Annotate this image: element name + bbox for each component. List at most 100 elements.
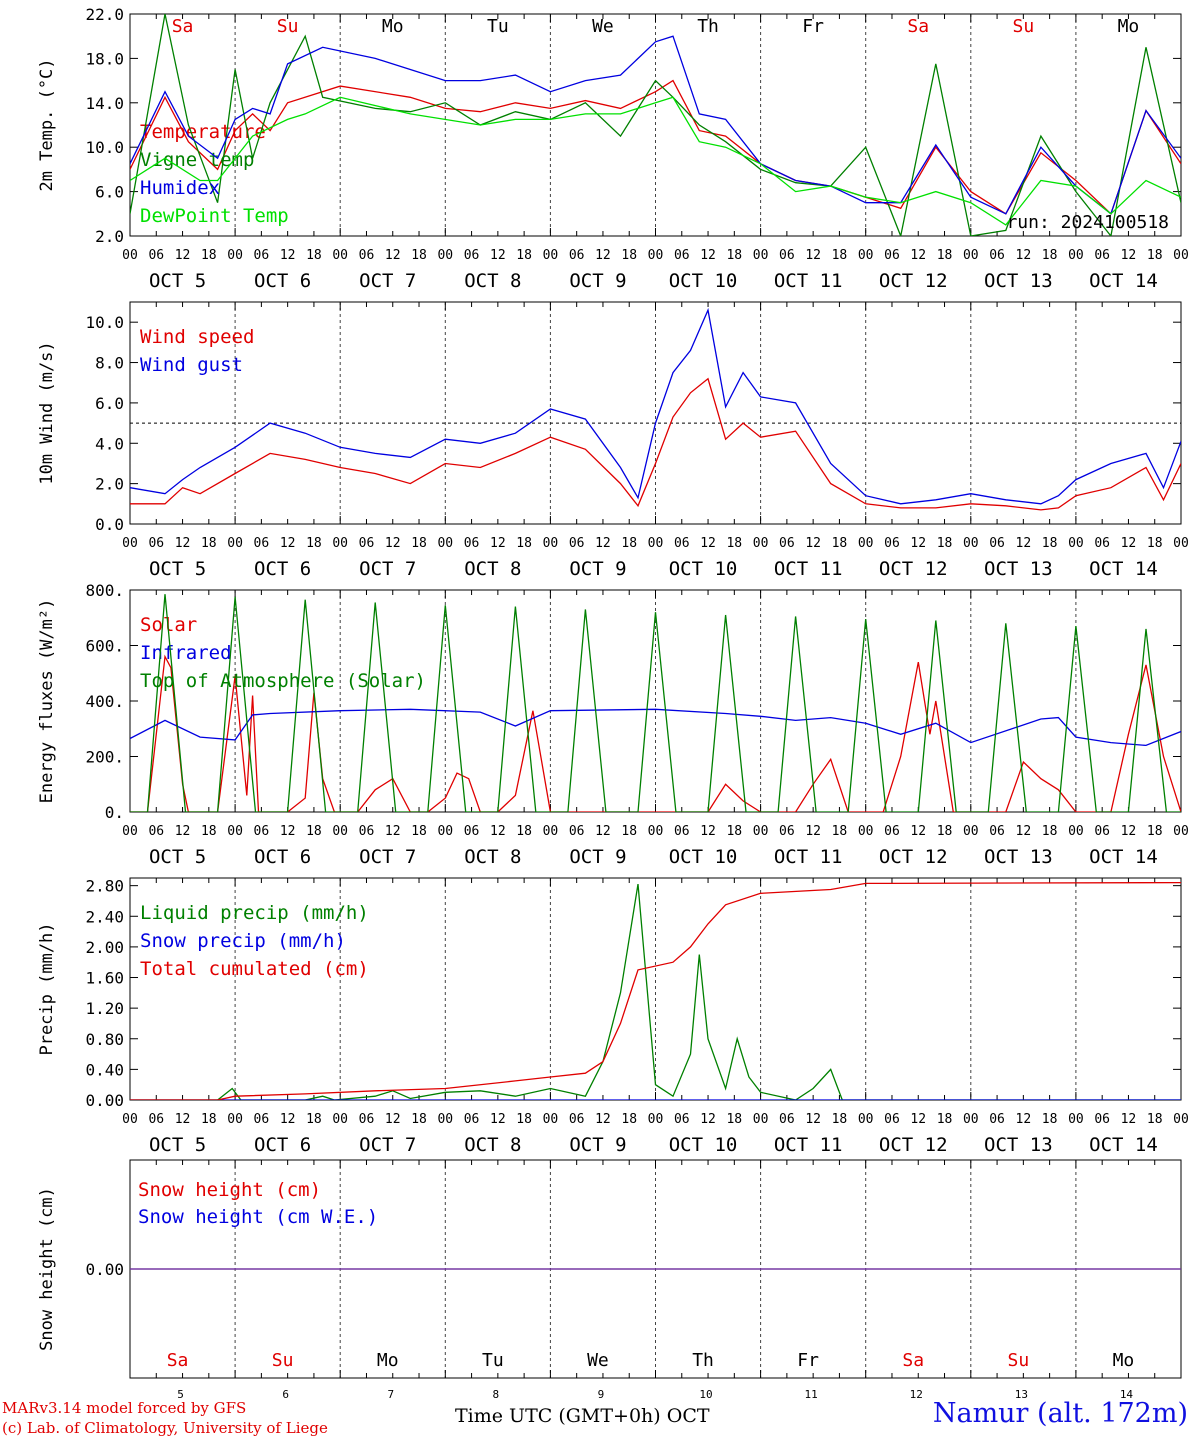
date-label: OCT 9 — [569, 1134, 626, 1156]
hour-tick-label: 06 — [989, 824, 1005, 839]
hour-tick-label: 06 — [779, 248, 795, 263]
date-label: OCT 7 — [359, 558, 416, 580]
y-tick-label: 0.00 — [85, 1091, 124, 1110]
hour-tick-label: 18 — [1147, 824, 1163, 839]
hour-tick-label: 12 — [910, 248, 926, 263]
hour-tick-label: 00 — [437, 1112, 453, 1127]
weekday-label: Su — [1008, 1350, 1030, 1371]
y-axis-label: 10m Wind (m/s) — [37, 341, 57, 484]
weekday-label: Fr — [802, 16, 824, 37]
weekday-label: Sa — [172, 16, 194, 37]
hour-tick-label: 12 — [1016, 1112, 1032, 1127]
hour-tick-label: 18 — [621, 824, 637, 839]
legend-entry: Liquid precip (mm/h) — [140, 902, 369, 924]
date-label: OCT 12 — [879, 558, 948, 580]
y-tick-label: 1.60 — [85, 969, 124, 988]
y-tick-label: 2.00 — [85, 938, 124, 957]
lab-credit: (c) Lab. of Climatology, University of L… — [2, 1419, 328, 1437]
hour-tick-label: 06 — [779, 1112, 795, 1127]
hour-tick-label: 18 — [306, 1112, 322, 1127]
hour-tick-label: 18 — [726, 1112, 742, 1127]
date-label: OCT 6 — [254, 846, 311, 868]
hour-tick-label: 12 — [385, 1112, 401, 1127]
hour-tick-label: 00 — [227, 824, 243, 839]
date-label: OCT 14 — [1089, 846, 1158, 868]
hour-tick-label: 12 — [385, 824, 401, 839]
legend-entry: Total cumulated (cm) — [140, 958, 369, 980]
hour-tick-label: 00 — [122, 1112, 138, 1127]
legend-entry: Snow height (cm) — [138, 1179, 321, 1201]
date-label: OCT 7 — [359, 846, 416, 868]
weekday-label: Sa — [167, 1350, 189, 1371]
hour-tick-label: 00 — [437, 536, 453, 551]
y-tick-label: 18.0 — [85, 49, 124, 68]
legend-entry: Vigne temp — [140, 149, 254, 171]
date-label: OCT 12 — [879, 846, 948, 868]
hour-tick-label: 06 — [148, 824, 164, 839]
hour-tick-label: 00 — [332, 536, 348, 551]
hour-tick-label: 18 — [306, 824, 322, 839]
hour-tick-label: 12 — [1121, 824, 1137, 839]
hour-tick-label: 00 — [1173, 824, 1189, 839]
hour-tick-label: 06 — [464, 1112, 480, 1127]
hour-tick-label: 12 — [805, 1112, 821, 1127]
date-label: OCT 7 — [359, 270, 416, 292]
date-label: OCT 9 — [569, 558, 626, 580]
hour-tick-label: 06 — [779, 824, 795, 839]
legend-entry: DewPoint Temp — [140, 205, 289, 227]
hour-tick-label: 00 — [437, 824, 453, 839]
date-label: OCT 5 — [149, 846, 206, 868]
hour-tick-label: 12 — [175, 1112, 191, 1127]
date-label: OCT 12 — [879, 270, 948, 292]
y-tick-label: 0.0 — [95, 515, 124, 534]
hour-tick-label: 00 — [858, 536, 874, 551]
hour-tick-label: 06 — [359, 824, 375, 839]
date-label: OCT 13 — [984, 270, 1053, 292]
hour-tick-label: 18 — [306, 536, 322, 551]
hour-tick-label: 00 — [543, 824, 559, 839]
date-label: OCT 14 — [1089, 558, 1158, 580]
y-tick-label: 800. — [85, 581, 124, 600]
hour-tick-label: 06 — [989, 1112, 1005, 1127]
hour-tick-label: 06 — [148, 248, 164, 263]
station-name: Namur (alt. 172m) — [932, 1398, 1188, 1429]
weekday-label: Th — [692, 1350, 714, 1371]
y-tick-label: 0. — [105, 803, 124, 822]
date-label: OCT 6 — [254, 270, 311, 292]
hour-tick-label: 00 — [1068, 536, 1084, 551]
hour-tick-label: 00 — [227, 1112, 243, 1127]
hour-tick-label: 00 — [858, 824, 874, 839]
hour-tick-label: 12 — [490, 536, 506, 551]
date-label: OCT 8 — [464, 270, 521, 292]
hour-tick-label: 12 — [700, 824, 716, 839]
date-label: OCT 10 — [669, 1134, 738, 1156]
hour-tick-label: 00 — [963, 824, 979, 839]
hour-tick-label: 06 — [674, 1112, 690, 1127]
hour-tick-label: 18 — [516, 1112, 532, 1127]
hour-tick-label: 18 — [1042, 536, 1058, 551]
hour-tick-label: 06 — [674, 536, 690, 551]
hour-tick-label: 18 — [516, 536, 532, 551]
hour-tick-label: 12 — [595, 248, 611, 263]
date-label: OCT 11 — [774, 270, 843, 292]
date-label: OCT 14 — [1089, 270, 1158, 292]
hour-tick-label: 00 — [332, 248, 348, 263]
date-label: OCT 5 — [149, 558, 206, 580]
date-label: OCT 10 — [669, 846, 738, 868]
y-tick-label: 14.0 — [85, 94, 124, 113]
hour-tick-label: 06 — [569, 824, 585, 839]
legend-entry: Temperature — [140, 121, 266, 143]
legend-entry: Wind gust — [140, 354, 243, 376]
weekday-label: Mo — [377, 1350, 399, 1371]
y-tick-label: 0.00 — [85, 1260, 124, 1279]
legend-entry: Snow precip (mm/h) — [140, 930, 346, 952]
y-tick-label: 1.20 — [85, 999, 124, 1018]
hour-tick-label: 12 — [280, 1112, 296, 1127]
hour-tick-label: 06 — [148, 536, 164, 551]
day-number-label: 6 — [282, 1388, 289, 1401]
hour-tick-label: 06 — [254, 1112, 270, 1127]
y-tick-label: 400. — [85, 692, 124, 711]
weekday-label: Tu — [487, 16, 509, 37]
date-label: OCT 13 — [984, 1134, 1053, 1156]
hour-tick-label: 06 — [254, 248, 270, 263]
